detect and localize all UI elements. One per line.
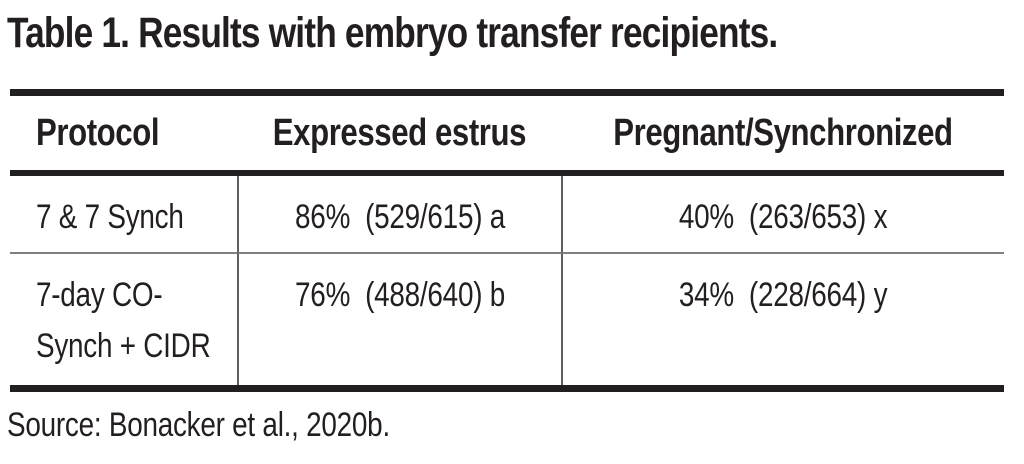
table-row: 7 & 7 Synch 86% (529/615) a 40% (263/653… xyxy=(10,176,1004,254)
table-title: Table 1. Results with embryo transfer re… xyxy=(7,6,947,62)
column-header-protocol: Protocol xyxy=(10,96,237,176)
source-note-text: Source: Bonacker et al., 2020b. xyxy=(7,406,390,444)
cell-protocol: 7-day CO- Synch + CIDR xyxy=(36,276,211,365)
cell-protocol: 7 & 7 Synch xyxy=(10,176,237,254)
cell-pregnant-synchronized: 34% (228/664) y xyxy=(561,254,1004,385)
cell-expressed-estrus: 76% (488/640) b xyxy=(237,254,561,385)
cell-pregnant-synchronized: 40% (263/653) x xyxy=(561,176,1004,254)
table-title-text: Table 1. Results with embryo transfer re… xyxy=(7,9,778,57)
results-table: Protocol Expressed estrus Pregnant/Synch… xyxy=(10,89,1004,392)
column-header-pregnant-synchronized: Pregnant/Synchronized xyxy=(561,96,1004,176)
table-header-row: Protocol Expressed estrus Pregnant/Synch… xyxy=(10,96,1004,176)
table-row: 7-day CO- Synch + CIDR 76% (488/640) b 3… xyxy=(10,254,1004,385)
source-note: Source: Bonacker et al., 2020b. xyxy=(7,406,474,445)
column-header-expressed-estrus: Expressed estrus xyxy=(237,96,561,176)
cell-expressed-estrus: 86% (529/615) a xyxy=(237,176,561,254)
